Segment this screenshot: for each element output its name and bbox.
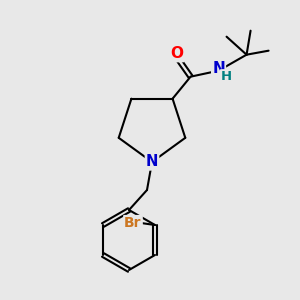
Text: O: O xyxy=(170,46,183,61)
Text: N: N xyxy=(146,154,158,169)
Text: N: N xyxy=(212,61,225,76)
Text: H: H xyxy=(221,70,232,83)
Text: Br: Br xyxy=(124,216,142,230)
